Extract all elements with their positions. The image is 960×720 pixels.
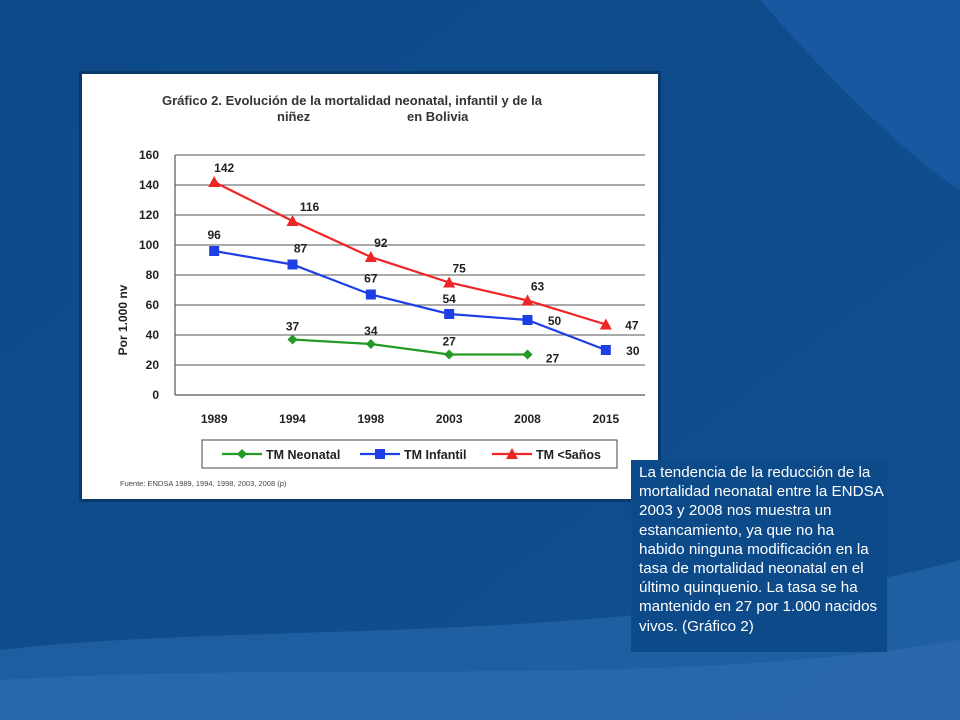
- y-tick-label: 100: [139, 238, 159, 252]
- data-point: [287, 334, 298, 345]
- y-tick-label: 60: [146, 298, 160, 312]
- y-tick-label: 80: [146, 268, 160, 282]
- decorative-curve-top: [760, 0, 960, 190]
- chart-title-line2-left: niñez: [277, 109, 311, 124]
- y-tick-label: 120: [139, 208, 159, 222]
- chart-title-line2-right: en Bolivia: [407, 109, 469, 124]
- data-label: 67: [364, 272, 378, 286]
- data-point: [287, 259, 298, 270]
- explanatory-text-box: La tendencia de la reducción de la morta…: [631, 460, 887, 652]
- y-tick-label: 40: [146, 328, 160, 342]
- y-tick-labels: 0 20 40 60 80 100 120 140 160: [139, 148, 159, 402]
- data-label: 96: [207, 228, 221, 242]
- series-line-2: [213, 181, 607, 326]
- data-point: [365, 339, 376, 349]
- data-point: [208, 176, 221, 187]
- x-tick-labels: 1989 1994 1998 2003 2008 2015: [201, 412, 620, 426]
- data-point: [522, 349, 533, 360]
- data-point: [286, 215, 299, 226]
- data-label: 34: [364, 324, 378, 338]
- series-lines: [208, 176, 612, 360]
- data-label: 50: [548, 314, 562, 328]
- data-point: [209, 246, 220, 256]
- data-label: 116: [300, 200, 320, 214]
- y-tick-label: 140: [139, 178, 159, 192]
- chart-image: Gráfico 2. Evolución de la mortalidad ne…: [82, 74, 658, 499]
- data-point: [364, 251, 377, 262]
- legend: TM Neonatal TM Infantil TM <5años: [222, 448, 601, 462]
- y-tick-label: 20: [146, 358, 160, 372]
- data-labels: 37 34 27 27 96 87 67 54 50 30 142 116 92 75 63 47: [207, 161, 639, 366]
- data-point: [365, 289, 376, 300]
- x-tick-label: 1994: [279, 412, 306, 426]
- legend-marker: [506, 448, 518, 459]
- legend-box: [201, 439, 618, 469]
- data-label: 142: [214, 161, 234, 175]
- y-tick-label: 0: [152, 388, 159, 402]
- grid-lines: [174, 154, 645, 396]
- legend-marker: [237, 449, 247, 459]
- x-tick-label: 1998: [357, 412, 384, 426]
- decorative-curve-bottom: [0, 560, 960, 720]
- x-tick-label: 2008: [514, 412, 541, 426]
- legend-label: TM Infantil: [404, 448, 467, 462]
- data-label: 47: [625, 319, 639, 333]
- data-point: [444, 309, 455, 319]
- data-point: [522, 315, 533, 325]
- series-line-0: [292, 338, 528, 356]
- source-note: Fuente: ENDSA 1989, 1994, 1998, 2003, 20…: [120, 479, 287, 488]
- legend-label: TM Neonatal: [266, 448, 340, 462]
- legend-label: TM <5años: [536, 448, 601, 462]
- legend-marker: [375, 449, 385, 459]
- data-point: [443, 276, 456, 288]
- y-axis-label: Por 1.000 nv: [116, 284, 130, 355]
- data-point: [600, 345, 611, 355]
- chart-plot: Gráfico 2. Evolución de la mortalidad ne…: [116, 93, 645, 488]
- data-point: [599, 318, 612, 330]
- data-label: 27: [442, 335, 456, 349]
- data-label: 30: [626, 344, 640, 358]
- data-label: 63: [531, 280, 545, 294]
- x-tick-label: 2003: [436, 412, 463, 426]
- series-line-1: [213, 249, 607, 352]
- explanatory-text: La tendencia de la reducción de la morta…: [639, 464, 883, 635]
- chart-title-line1: Gráfico 2. Evolución de la mortalidad ne…: [162, 93, 543, 108]
- y-tick-label: 160: [139, 148, 159, 162]
- data-label: 75: [452, 262, 466, 276]
- x-tick-label: 2015: [592, 412, 619, 426]
- data-label: 87: [294, 242, 308, 256]
- data-label: 27: [546, 352, 560, 366]
- x-tick-label: 1989: [201, 412, 228, 426]
- data-point: [444, 349, 455, 360]
- data-point: [521, 294, 534, 306]
- data-label: 37: [286, 320, 300, 334]
- data-label: 92: [374, 236, 388, 250]
- data-label: 54: [442, 292, 456, 306]
